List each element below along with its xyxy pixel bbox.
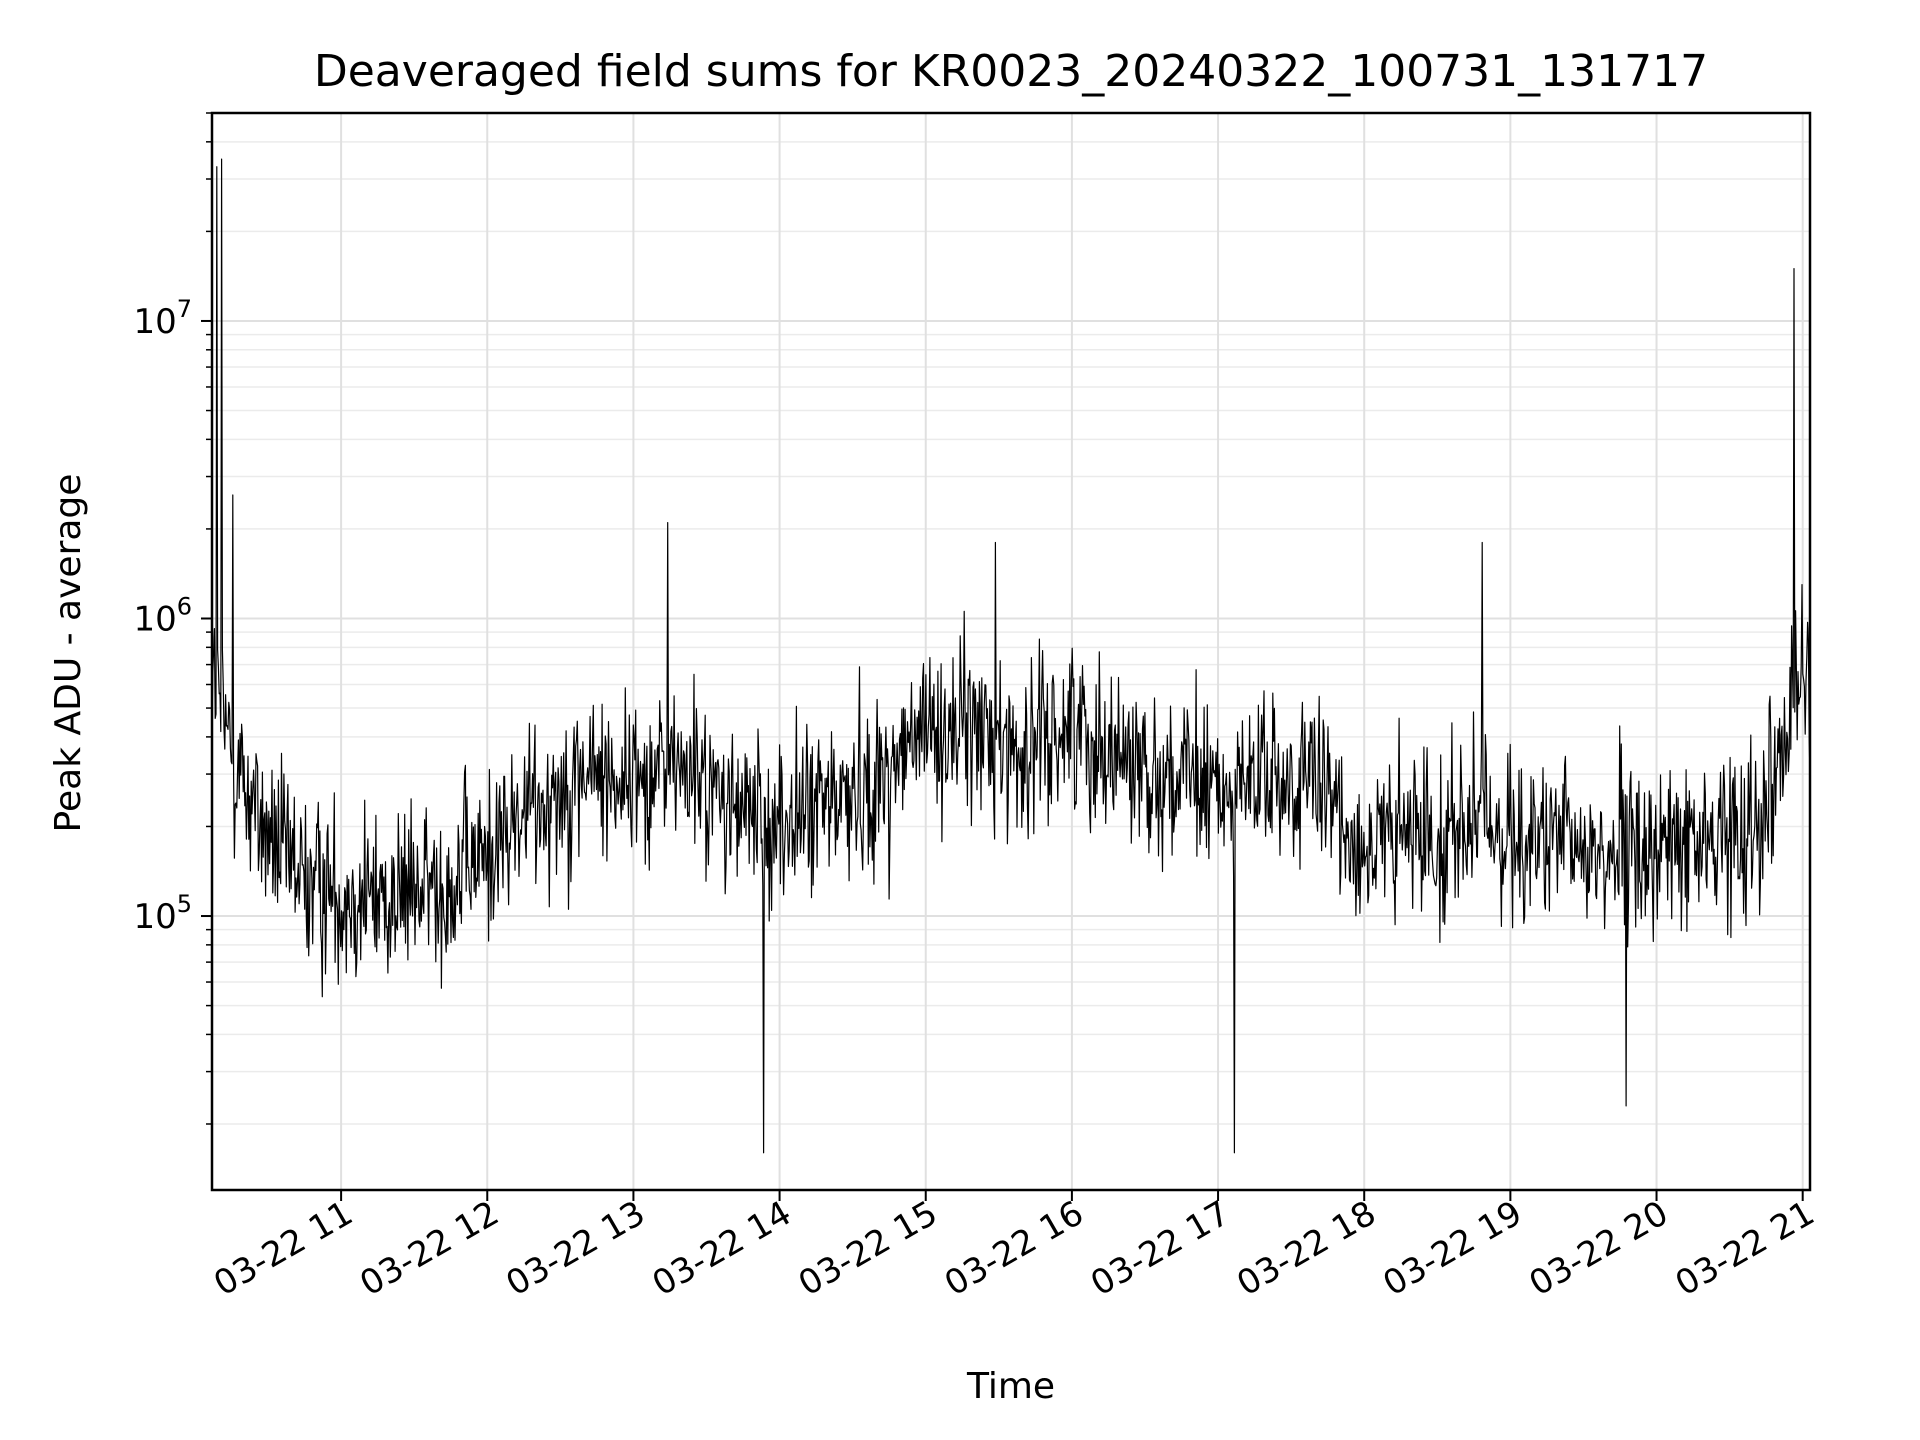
x-tick-label: 03-22 13 [500, 1193, 652, 1304]
minor-grid [212, 112, 1810, 1125]
major-grid [212, 113, 1810, 1190]
x-tick-label: 03-22 18 [1230, 1193, 1382, 1304]
x-axis-label: Time [966, 1366, 1055, 1407]
y-axis-label: Peak ADU - average [48, 474, 89, 833]
plot-frame [210, 111, 1812, 1192]
x-tick-label: 03-22 20 [1523, 1193, 1675, 1304]
chart-title: Deaveraged field sums for KR0023_2024032… [314, 46, 1708, 97]
x-tick-label: 03-22 15 [792, 1193, 944, 1304]
y-axis-ticks: 105 106 107 [133, 112, 212, 1125]
series-layer [211, 158, 1811, 1154]
y-tick-label: 105 [133, 890, 192, 937]
y-tick-label: 107 [133, 295, 192, 342]
y-tick-label: 106 [133, 592, 192, 639]
x-tick-label: 03-22 11 [207, 1193, 359, 1304]
x-tick-label: 03-22 16 [938, 1193, 1090, 1304]
x-tick-label: 03-22 19 [1376, 1193, 1528, 1304]
x-tick-label: 03-22 14 [646, 1193, 798, 1304]
x-tick-label: 03-22 17 [1084, 1193, 1236, 1304]
series-line [211, 158, 1811, 1154]
x-tick-label: 03-22 12 [353, 1193, 505, 1304]
x-tick-label: 03-22 21 [1669, 1193, 1821, 1304]
